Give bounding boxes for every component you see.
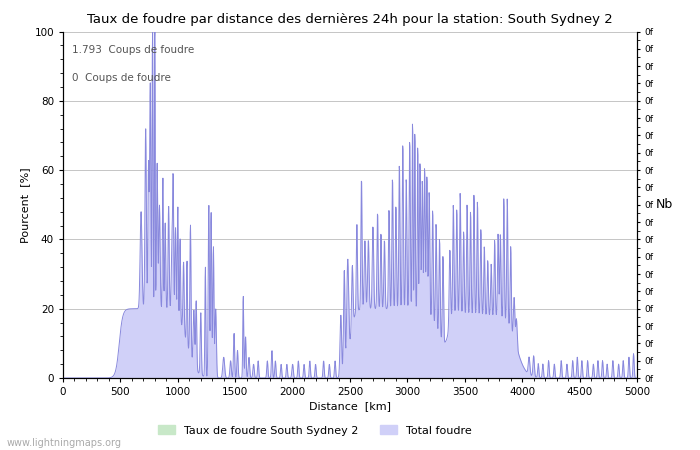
X-axis label: Distance  [km]: Distance [km]: [309, 401, 391, 411]
Y-axis label: Pourcent  [%]: Pourcent [%]: [20, 167, 30, 243]
Legend: Taux de foudre South Sydney 2, Total foudre: Taux de foudre South Sydney 2, Total fou…: [154, 421, 476, 440]
Y-axis label: Nb: Nb: [656, 198, 673, 211]
Text: www.lightningmaps.org: www.lightningmaps.org: [7, 438, 122, 448]
Title: Taux de foudre par distance des dernières 24h pour la station: South Sydney 2: Taux de foudre par distance des dernière…: [87, 13, 613, 26]
Text: 1.793  Coups de foudre: 1.793 Coups de foudre: [71, 45, 194, 55]
Text: 0  Coups de foudre: 0 Coups de foudre: [71, 73, 171, 83]
